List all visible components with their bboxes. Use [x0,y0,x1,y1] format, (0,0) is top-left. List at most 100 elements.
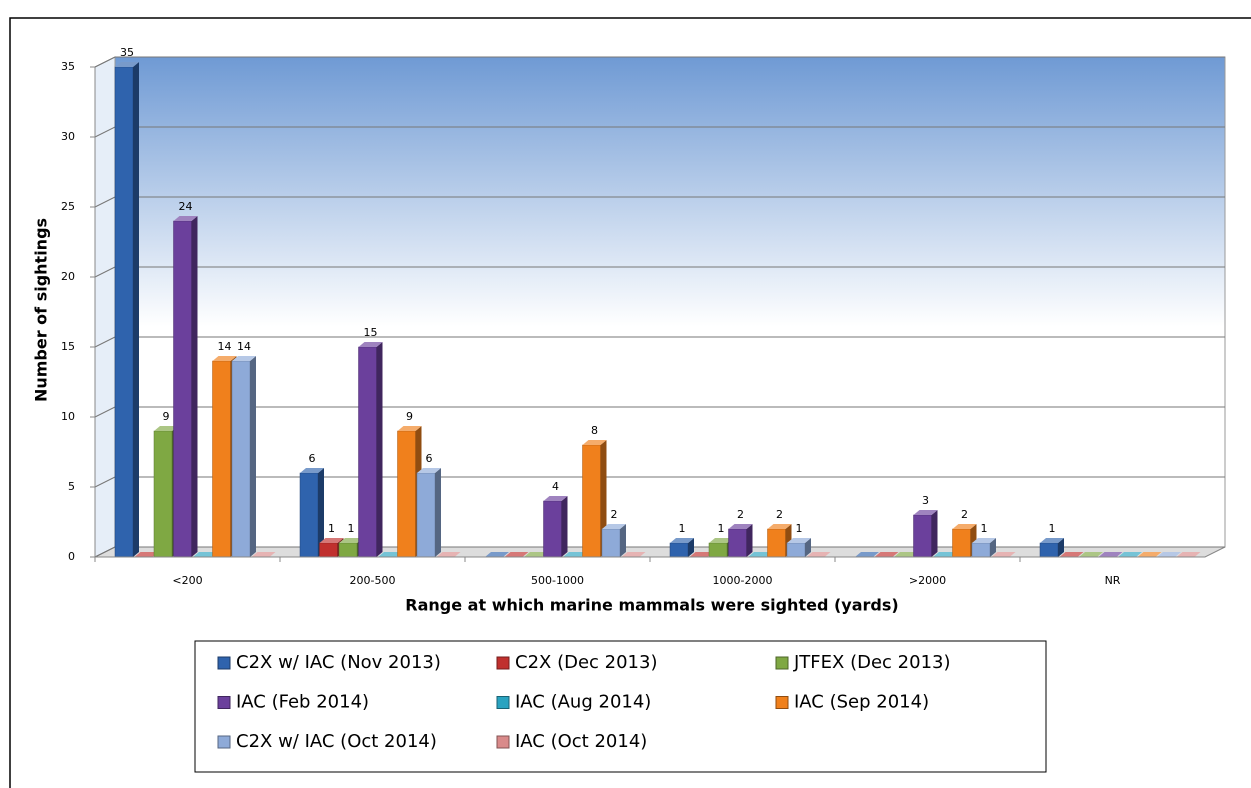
legend-label: IAC (Feb 2014) [236,692,369,713]
grid-line-side [94,406,116,418]
bar [728,528,747,558]
bar-top [1079,552,1103,557]
bar-top [154,426,178,431]
bar [397,430,416,558]
bar-top [670,538,694,543]
bar [173,220,192,558]
bar-side [931,510,938,557]
bar [212,360,231,558]
bar-top [1176,552,1201,557]
legend-swatch [775,696,789,709]
bar-top [417,468,441,473]
value-label: 9 [163,410,170,423]
bar-top [115,62,139,67]
bar-top [1040,538,1064,543]
y-tick-label: 20 [61,270,75,283]
grid-line-side [94,196,116,208]
value-label: 14 [237,340,251,353]
legend-label: C2X w/ IAC (Nov 2013) [236,652,441,673]
bar [153,430,173,558]
bar-top [1137,552,1162,557]
legend-label: C2X w/ IAC (Oct 2014) [236,731,437,752]
bar-top [748,552,772,557]
grid-line-side [94,546,116,558]
grid-line-side [94,266,116,278]
y-tick-label: 30 [61,130,75,143]
bar [952,528,971,558]
bar-top [689,552,714,557]
value-label: 1 [1049,522,1056,535]
bar [416,472,436,558]
bar [231,360,251,558]
bar-top [952,524,977,529]
bar [1039,542,1059,558]
bar-top [874,552,899,557]
legend-swatch [217,735,231,749]
bar-top [855,552,879,557]
legend-label: JTFEX (Dec 2013) [793,652,951,673]
value-label: 14 [218,340,232,353]
bar-top [134,552,159,557]
bar [971,542,991,558]
bar-top [933,552,957,557]
legend-label: IAC (Oct 2014) [515,731,647,752]
bar-top [251,552,276,557]
bar-top [397,426,422,431]
frame [9,17,1251,788]
value-label: 1 [328,522,335,535]
bar-top [894,552,918,557]
bar-side [250,356,256,557]
value-label: 1 [348,522,355,535]
bar-top [991,552,1016,557]
bar-top [543,496,568,501]
y-tick-label: 5 [68,480,75,493]
y-tick-label: 15 [61,340,75,353]
x-tick-label: 500-1000 [531,574,584,587]
bar-side [990,538,996,557]
grid-line-side [94,126,116,138]
y-axis-title: Number of sightings [32,218,51,402]
legend-swatch [217,696,231,709]
value-label: 24 [179,200,193,213]
bar-top [1118,552,1142,557]
bar-side [805,538,811,557]
y-tick-label: 25 [61,200,75,213]
legend-swatch [496,696,510,709]
y-tick-label: 0 [68,550,75,563]
value-label: 6 [309,452,316,465]
bar-top [621,552,646,557]
bar [358,346,377,558]
bar-side [620,524,626,557]
value-label: 1 [796,522,803,535]
x-axis-title: Range at which marine mammals were sight… [405,596,898,615]
legend-swatch [496,656,510,670]
bar-top [504,552,529,557]
bar-top [806,552,831,557]
bar-top [728,524,753,529]
bar [543,500,562,558]
value-label: 2 [737,508,744,521]
bar-top [232,356,256,361]
x-tick-label: 200-500 [350,574,396,587]
value-label: 15 [364,326,378,339]
x-tick-label: >2000 [909,574,946,587]
bar-side [376,342,383,557]
legend-label: IAC (Aug 2014) [515,692,651,713]
x-tick-label: 1000-2000 [713,574,773,587]
bar-top [524,552,548,557]
bar [582,444,601,558]
bar-top [300,468,324,473]
grid-line-side [94,56,116,68]
value-label: 35 [120,46,134,59]
bar [601,528,621,558]
bar [114,66,134,558]
bar-top [173,216,198,221]
legend-label: C2X (Dec 2013) [515,652,657,673]
legend-swatch [217,656,231,670]
bar-top [563,552,587,557]
value-label: 1 [718,522,725,535]
value-label: 2 [961,508,968,521]
bar [708,542,728,558]
value-label: 8 [591,424,598,437]
